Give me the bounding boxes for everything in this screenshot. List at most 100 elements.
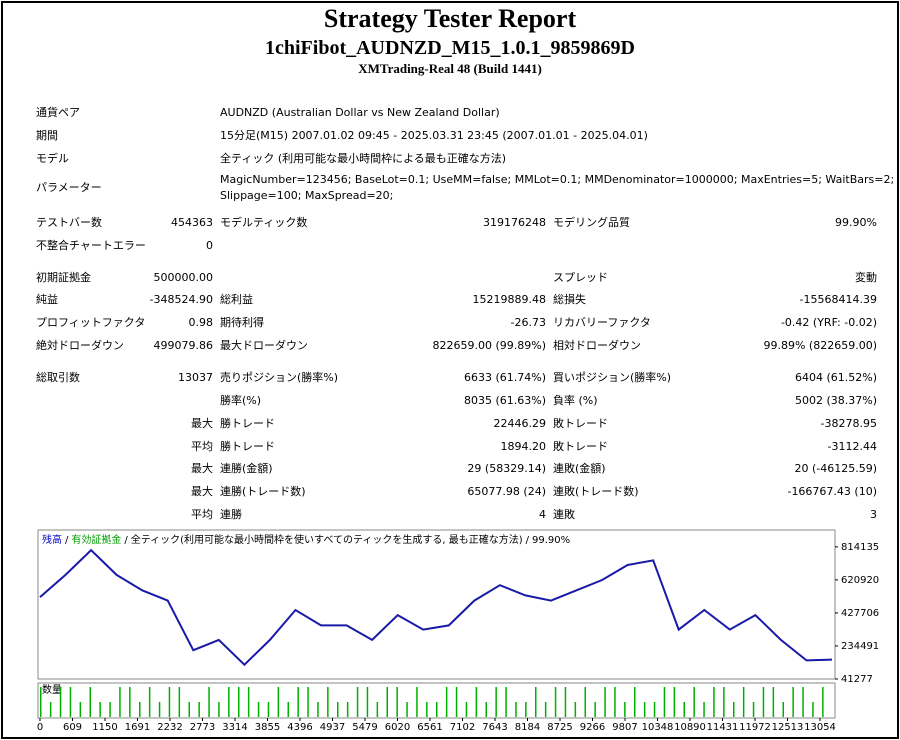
volume-bar <box>426 702 428 717</box>
volume-bar <box>544 702 547 717</box>
volume-bar <box>742 687 745 717</box>
stat-value: -3112.44 <box>827 440 877 453</box>
x-tick-label: 1691 <box>125 722 150 733</box>
stat-value: 20 (-46125.59) <box>794 462 877 475</box>
volume-bar <box>79 702 82 717</box>
stat-value: 65077.98 (24) <box>467 485 546 498</box>
y-tick-label: 41277 <box>841 674 873 685</box>
volume-bar <box>267 702 270 717</box>
volume-label: 数量 <box>42 683 62 696</box>
volume-bar <box>643 702 646 717</box>
stat-label: テストバー数 <box>36 216 102 229</box>
volume-bar <box>653 702 656 717</box>
volume-bar <box>257 702 260 717</box>
volume-bar <box>376 702 379 717</box>
volume-bar <box>69 687 72 717</box>
volume-bar <box>445 687 448 717</box>
volume-bar <box>772 687 775 717</box>
x-tick-label: 1150 <box>92 722 117 733</box>
info-value: 15分足(M15) 2007.01.02 09:45 - 2025.03.31 … <box>220 129 648 142</box>
stat-value: 最大 <box>191 485 213 498</box>
stat-label: 連勝(トレード数) <box>220 485 306 498</box>
stat-value: 4 <box>539 508 546 521</box>
stat-label: 連勝(金額) <box>220 462 273 475</box>
stat-label: 連敗 <box>553 508 575 521</box>
stat-value: 最大 <box>191 417 213 430</box>
stat-label: 総利益 <box>220 293 253 306</box>
stat-value: 平均 <box>191 508 213 521</box>
volume-bar <box>564 687 567 717</box>
info-label: 通貨ペア <box>36 106 80 119</box>
legend-entry: 残高 <box>42 533 62 546</box>
volume-bar <box>247 687 250 717</box>
stat-label: 売りポジション(勝率%) <box>220 371 339 384</box>
info-value: MagicNumber=123456; BaseLot=0.1; UseMM=f… <box>220 173 895 186</box>
x-tick-label: 6561 <box>417 722 442 733</box>
volume-bar <box>59 687 62 717</box>
volume-bar <box>594 702 596 717</box>
x-tick-label: 11972 <box>739 722 771 733</box>
x-tick-label: 7643 <box>482 722 507 733</box>
stat-value: 平均 <box>191 440 213 453</box>
volume-bar <box>455 687 458 717</box>
stat-value: 0.98 <box>188 316 214 329</box>
stat-value: 6633 (61.74%) <box>463 371 546 384</box>
x-tick-label: 10348 <box>642 722 674 733</box>
report-subtitle: 1chiFibot_AUDNZD_M15_1.0.1_9859869D <box>265 37 635 59</box>
volume-bar <box>168 687 171 717</box>
stat-value: -15568414.39 <box>799 293 877 306</box>
stat-label: 負率 (%) <box>553 394 598 407</box>
volume-bar <box>733 702 735 717</box>
stat-label: 連敗(金額) <box>553 462 606 475</box>
stat-value: 5002 (38.37%) <box>794 394 877 407</box>
volume-bar <box>406 702 408 717</box>
x-tick-label: 4937 <box>320 722 345 733</box>
volume-bar <box>198 702 200 717</box>
stat-label: 連敗(トレード数) <box>553 485 639 498</box>
stat-value: -0.42 (YRF: -0.02) <box>780 316 877 329</box>
stat-value: 500000.00 <box>153 271 214 284</box>
volume-bar <box>317 702 319 717</box>
volume-bar <box>604 687 606 717</box>
stat-label: モデルティック数 <box>220 216 308 229</box>
volume-bar <box>713 687 715 717</box>
info-value: AUDNZD (Australian Dollar vs New Zealand… <box>220 106 500 119</box>
volume-bar <box>485 702 487 717</box>
volume-bar <box>495 687 497 717</box>
stat-label: 総損失 <box>553 293 586 306</box>
volume-bar <box>287 702 289 717</box>
volume-bar <box>89 687 91 717</box>
volume-bar <box>366 687 369 717</box>
stat-label: 買いポジション(勝率%) <box>553 371 672 384</box>
stat-label: プロフィットファクタ <box>36 316 146 329</box>
stat-label: モデリング品質 <box>553 216 630 229</box>
y-tick-label: 620920 <box>841 575 879 586</box>
volume-bar <box>554 687 557 717</box>
stat-label: 純益 <box>36 293 58 306</box>
stat-value: 6404 (61.52%) <box>794 371 877 384</box>
x-tick-label: 8725 <box>547 722 572 733</box>
stat-label: 勝トレード <box>220 417 275 430</box>
info-value: Slippage=100; MaxSpread=20; <box>220 189 394 202</box>
volume-bar <box>228 687 230 717</box>
x-tick-label: 9266 <box>580 722 605 733</box>
stat-label: 最大ドローダウン <box>220 339 308 352</box>
volume-bar <box>574 702 577 717</box>
stat-value: 1894.20 <box>500 440 547 453</box>
volume-bar <box>505 687 507 717</box>
stat-value: -38278.95 <box>820 417 877 430</box>
volume-bar <box>792 687 794 717</box>
stat-label: 不整合チャートエラー <box>36 239 146 252</box>
volume-bar <box>436 702 438 717</box>
volume-bar <box>416 687 418 717</box>
stat-value: 319176248 <box>483 216 546 229</box>
stat-value: 29 (58329.14) <box>467 462 546 475</box>
y-tick-label: 814135 <box>841 542 879 553</box>
x-tick-label: 3855 <box>255 722 280 733</box>
y-tick-label: 234491 <box>841 641 879 652</box>
x-tick-label: 12513 <box>772 722 804 733</box>
volume-bar <box>327 687 329 717</box>
stat-value: 3 <box>870 508 877 521</box>
